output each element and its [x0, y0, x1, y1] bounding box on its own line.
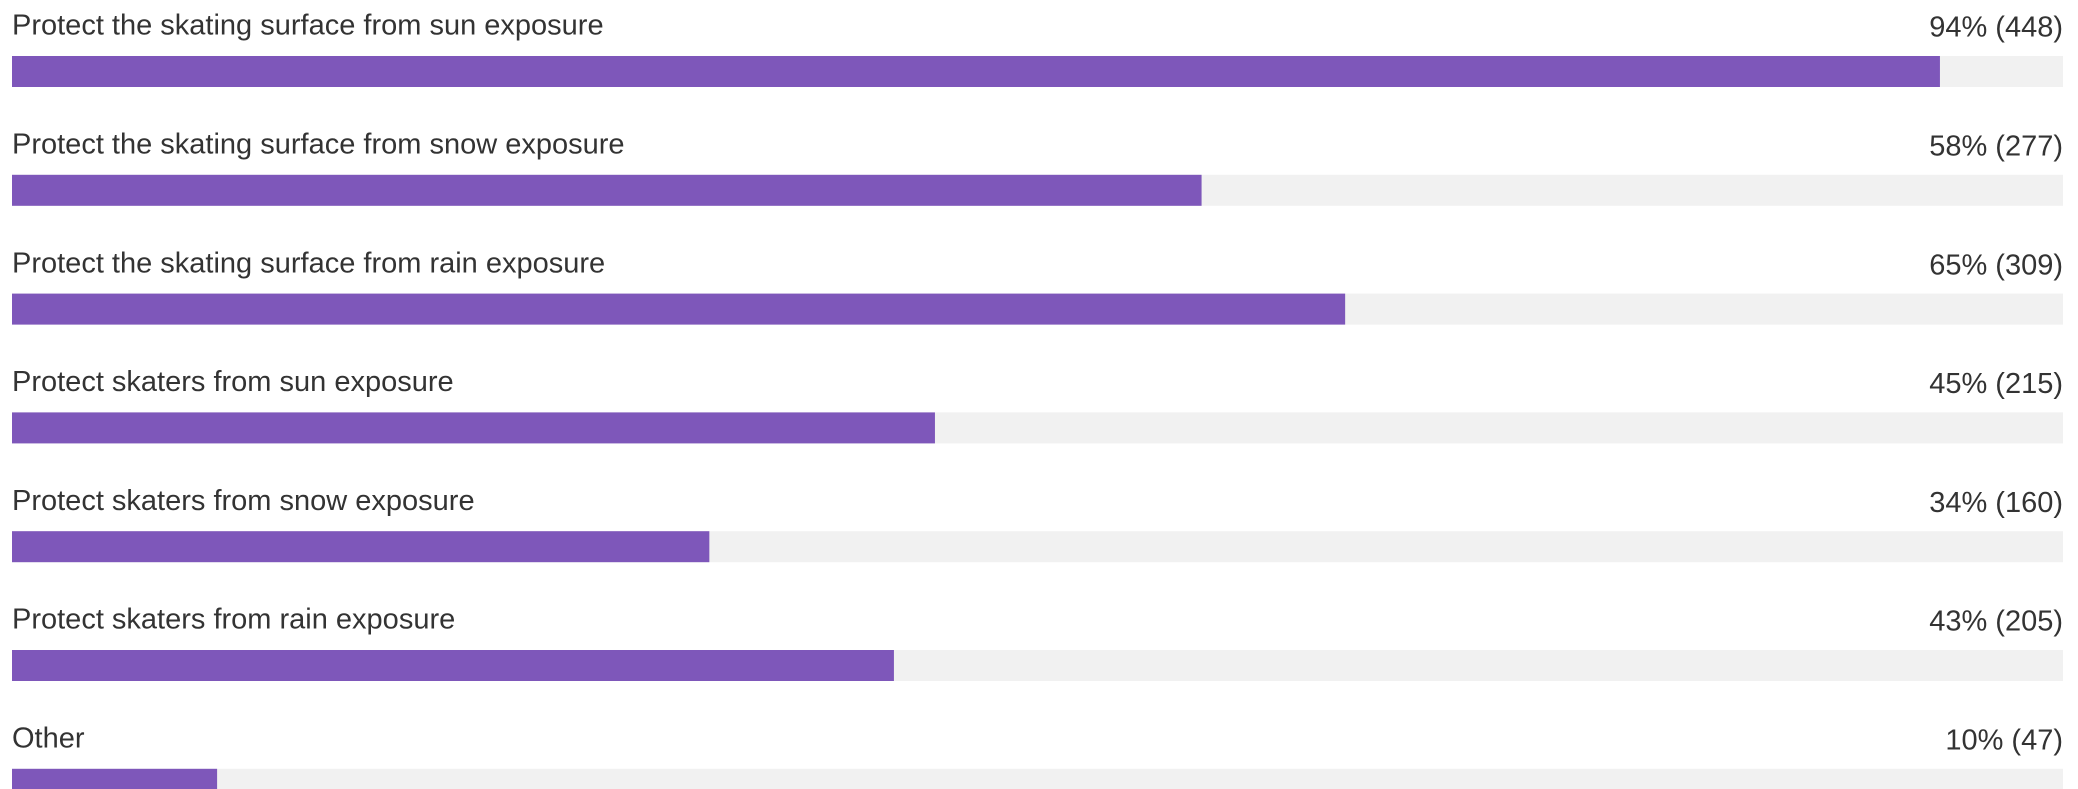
bar [12, 650, 894, 681]
option-label: Protect skaters from snow exposure [12, 485, 475, 517]
value-label: 94% (448) [1929, 12, 2063, 44]
bar [12, 412, 935, 444]
option-label: Protect skaters from rain exposure [12, 604, 455, 636]
value-label: 58% (277) [1929, 130, 2063, 162]
bar [12, 174, 1202, 206]
value-label: 43% (205) [1929, 606, 2063, 638]
value-label: 34% (160) [1929, 487, 2063, 519]
value-label: 10% (47) [1945, 724, 2063, 756]
bar-track [12, 768, 2063, 789]
value-label: 45% (215) [1929, 368, 2063, 400]
option-label: Protect the skating surface from rain ex… [12, 247, 605, 279]
bar [12, 531, 710, 563]
value-label: 65% (309) [1929, 249, 2063, 281]
bar [12, 56, 1940, 87]
bar [12, 768, 218, 789]
option-label: Protect the skating surface from sun exp… [12, 10, 604, 42]
option-label: Other [12, 722, 85, 754]
option-label: Protect skaters from sun exposure [12, 366, 454, 398]
bar [12, 293, 1346, 325]
option-label: Protect the skating surface from snow ex… [12, 128, 625, 160]
